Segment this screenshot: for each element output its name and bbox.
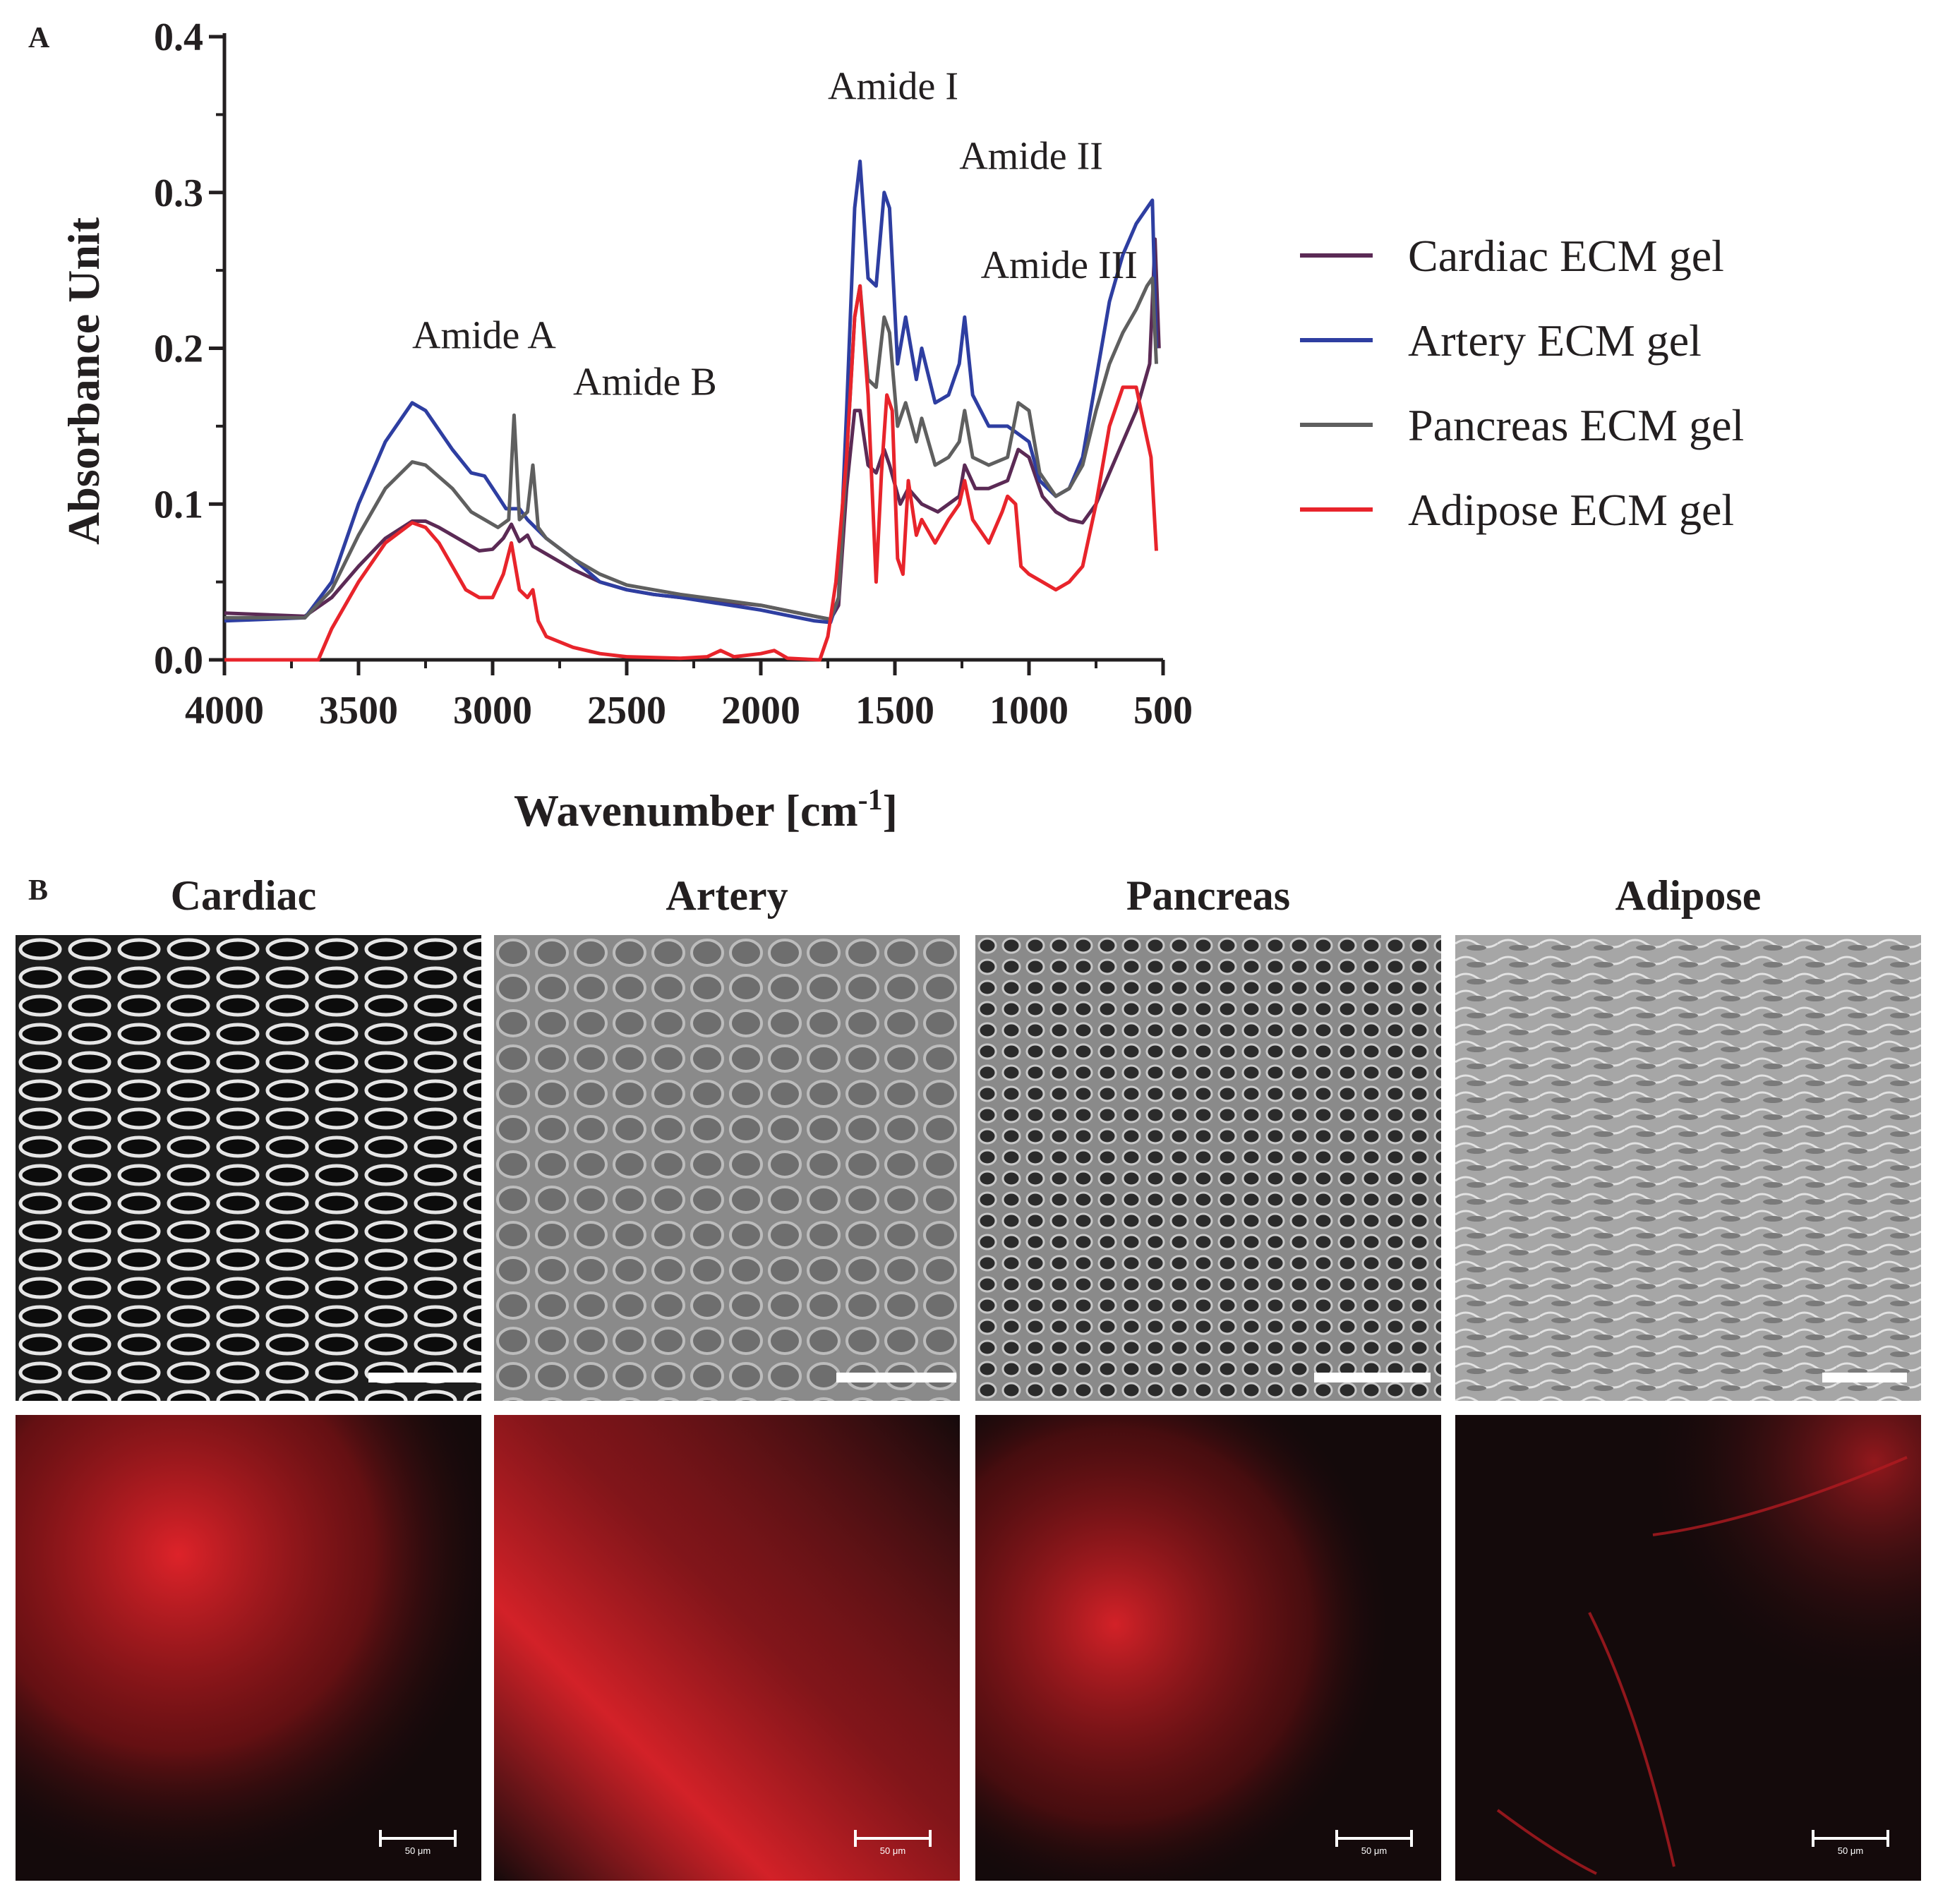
fluo-scale-bar-artery [854,1830,932,1847]
y-tick-label: 0.0 [154,639,203,682]
x-axis-title-sup: -1 [858,784,883,817]
sem-image-pancreas [975,935,1441,1401]
sem-texture-pancreas [975,935,1441,1401]
panel-b-label: B [28,874,49,907]
x-tick-label: 3500 [319,689,398,733]
fluo-texture-cardiac [16,1415,481,1881]
legend-entry: Artery ECM gel [1408,315,1702,366]
x-tick-label: 1000 [989,689,1069,733]
sem-texture-cardiac [16,935,481,1401]
fluo-scale-label-pancreas: 50 μm [1361,1845,1388,1856]
fluo-texture-pancreas [975,1415,1441,1881]
peak-annotation: Amide A [412,314,556,358]
sem-image-adipose [1455,935,1921,1401]
series-line-3 [224,276,1158,622]
x-tick-label: 4000 [185,689,264,733]
x-axis-title-end: ] [883,785,898,836]
legend-entry: Cardiac ECM gel [1408,231,1724,281]
chart-legend: Cardiac ECM gel Artery ECM gel Pancreas EC… [1300,231,1744,535]
peak-annotation: Amide B [573,361,717,404]
sem-texture-artery [494,935,960,1401]
chart-series [224,159,1161,662]
fluorescence-image-pancreas: 50 μm [975,1415,1441,1881]
ftir-spectrum-chart: 0.0 0.1 0.2 0.3 0.4 4000 3500 3000 2500 2000 1500 1… [59,16,1744,836]
sem-image-artery [494,935,960,1401]
fluo-scale-label-cardiac: 50 μm [404,1845,431,1856]
column-title-adipose: Adipose [1615,872,1762,919]
sem-texture-adipose [1455,935,1921,1401]
fluorescence-image-adipose: 50 μm [1455,1415,1921,1881]
chart-axes: 0.0 0.1 0.2 0.3 0.4 4000 3500 3000 2500 2000 1500 1… [154,16,1193,733]
series-line-4 [224,284,1158,662]
y-axis-title: Absorbance Unit [59,217,109,545]
x-tick-label: 500 [1133,689,1193,733]
peak-annotation: Amide II [959,135,1103,179]
y-tick-label: 0.3 [154,171,203,215]
fluo-scale-bar-cardiac [379,1830,457,1847]
y-tick-label: 0.2 [154,327,203,371]
y-tick-label: 0.1 [154,483,203,526]
x-axis-title-main: Wavenumber [cm [514,785,858,836]
panel-a-label: A [28,22,50,54]
sem-scale-bar-pancreas [1314,1373,1431,1382]
x-tick-label: 1500 [855,689,934,733]
fluo-texture-artery [494,1415,960,1881]
sem-scale-bar-adipose [1822,1373,1907,1382]
legend-entry: Adipose ECM gel [1408,485,1734,535]
fluo-scale-bar-pancreas [1335,1830,1413,1847]
x-tick-label: 3000 [453,689,532,733]
y-tick-label: 0.4 [154,16,203,59]
fluorescence-image-cardiac: 50 μm [16,1415,481,1881]
column-title-cardiac: Cardiac [170,872,317,919]
fluo-scale-label-adipose: 50 μm [1837,1845,1864,1856]
sem-image-cardiac [16,935,481,1401]
sem-scale-bar-artery [836,1373,956,1382]
fluorescence-image-artery: 50 μm [494,1415,960,1881]
series-line-1 [224,237,1161,622]
column-title-pancreas: Pancreas [1126,872,1291,919]
x-axis-title: Wavenumber [cm-1] [514,784,898,836]
peak-annotation: Amide III [981,243,1138,287]
sem-scale-bar-cardiac [368,1373,481,1382]
fluo-scale-label-artery: 50 μm [879,1845,906,1856]
legend-entry: Pancreas ECM gel [1408,400,1744,450]
fluo-scale-bar-adipose [1812,1830,1889,1847]
fluo-texture-adipose [1455,1415,1921,1881]
x-tick-label: 2500 [587,689,666,733]
x-tick-label: 2000 [721,689,800,733]
column-title-artery: Artery [666,872,788,919]
peak-annotation: Amide I [828,64,958,108]
